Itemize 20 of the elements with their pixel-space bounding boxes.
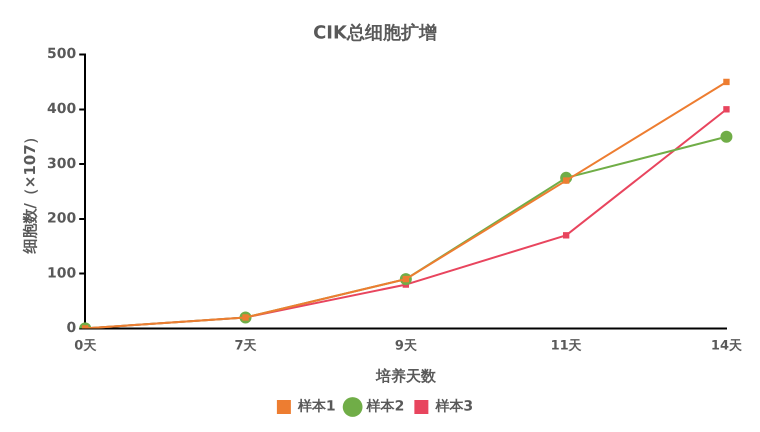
x-tick-label: 7天 [234, 338, 258, 354]
x-tick-label: 9天 [394, 338, 418, 354]
legend-label: 样本2 [366, 398, 404, 415]
chart-title: CIK总细胞扩增 [313, 22, 437, 44]
x-tick-label: 14天 [710, 338, 743, 354]
y-tick-label: 0 [66, 320, 76, 336]
x-tick-label: 11天 [550, 338, 583, 354]
x-tick-label: 0天 [74, 338, 98, 354]
x-axis-title: 培养天数 [374, 366, 437, 385]
point [562, 232, 570, 238]
y-tick-label: 400 [46, 101, 76, 117]
y-tick-label: 200 [46, 210, 76, 227]
legend-label: 样本3 [434, 398, 474, 415]
y-axis-title: 细胞数/（×107） [20, 129, 39, 255]
y-tick-label: 100 [46, 265, 76, 282]
y-tick-label: 300 [46, 156, 76, 172]
point [723, 106, 730, 113]
legend-label: 样本1 [296, 398, 336, 415]
y-tick-label: 500 [46, 46, 76, 62]
point [720, 130, 732, 143]
